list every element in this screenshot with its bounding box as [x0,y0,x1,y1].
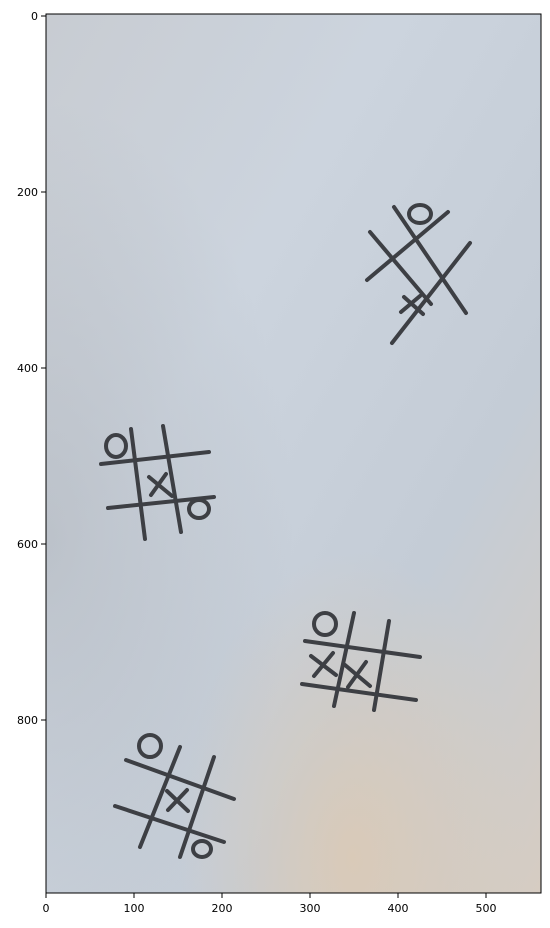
y-tick-label: 600 [17,538,38,551]
x-mark [343,660,372,689]
x-tick-label: 200 [212,902,233,915]
paper-left-shade [46,14,541,893]
o-mark [187,498,211,520]
x-axis: 0 100 200 300 400 500 [43,893,497,915]
o-mark [407,203,433,225]
tic-tac-toe-board-3 [300,611,422,712]
x-tick-label: 300 [300,902,321,915]
y-tick-label: 400 [17,362,38,375]
tic-tac-toe-board-1 [365,203,472,345]
y-tick-label: 0 [31,10,38,23]
x-mark [309,651,338,678]
o-mark [137,733,163,759]
o-mark [191,839,213,859]
x-tick-label: 500 [476,902,497,915]
x-mark [147,472,174,498]
y-tick-label: 800 [17,714,38,727]
x-mark [399,294,425,316]
tic-tac-toe-board-4 [113,733,236,859]
x-tick-label: 400 [388,902,409,915]
y-axis: 0 200 400 600 800 [17,10,46,727]
photo-area [46,14,541,893]
o-mark [312,611,338,637]
y-tick-label: 200 [17,186,38,199]
o-mark [104,433,128,459]
x-tick-label: 0 [43,902,50,915]
x-mark [165,788,190,813]
axes-frame [45,13,542,894]
x-tick-label: 100 [124,902,145,915]
tic-tac-toe-board-2 [99,424,216,541]
